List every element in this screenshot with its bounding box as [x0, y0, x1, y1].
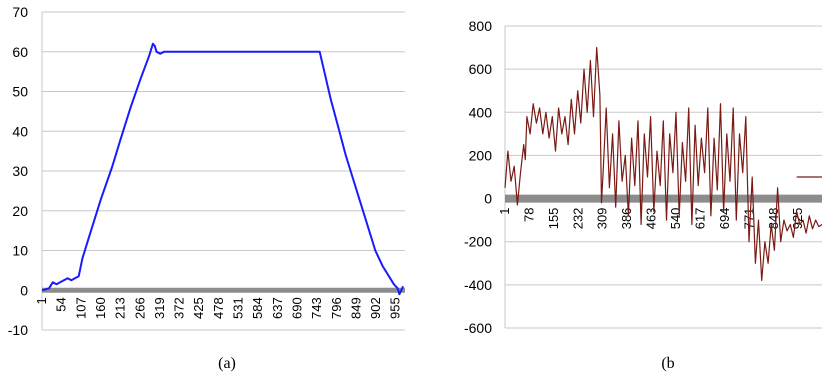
y-tick-label: 400	[469, 104, 493, 120]
x-tick-label: 1	[34, 297, 49, 304]
x-tick-label: 1	[497, 208, 512, 215]
y-tick-label: 30	[12, 163, 28, 179]
x-tick-label: 540	[668, 208, 683, 230]
y-tick-label: 600	[469, 61, 493, 77]
chart-a: -10 0 10 20 30 40 50 60 70 1 54 107 160 213 266 319 372 4…	[8, 4, 405, 372]
y-tick-label: 60	[12, 44, 28, 60]
x-tick-label: 902	[368, 297, 383, 319]
series-line	[41, 42, 405, 296]
x-tick-label: 425	[191, 297, 206, 319]
x-tick-label: 78	[521, 208, 536, 222]
x-tick-label: 848	[766, 208, 781, 230]
x-tick-label: 743	[309, 297, 324, 319]
x-tick-label: 637	[270, 297, 285, 319]
y-tick-label: 200	[469, 147, 493, 163]
x-tick-label: 690	[289, 297, 304, 319]
x-tick-label: 796	[329, 297, 344, 319]
y-tick-label: 0	[484, 191, 492, 207]
x-tick-label: 232	[570, 208, 585, 230]
x-tick-label: 531	[231, 297, 246, 319]
chart-b: -600 -400 -200 0 200 400 600 800 1 78 155 232 309 386…	[464, 18, 823, 372]
y-tick-label: 0	[20, 282, 28, 298]
y-tick-label: 70	[12, 4, 28, 20]
y-tick-label: -200	[464, 234, 492, 250]
y-tick-label: -400	[464, 277, 492, 293]
x-tick-label: 386	[619, 208, 634, 230]
series-line	[504, 46, 823, 282]
y-tick-label: 800	[469, 18, 493, 34]
x-tick-label: 849	[348, 297, 363, 319]
y-tick-label: 20	[12, 203, 28, 219]
x-tick-label: 463	[644, 208, 659, 230]
y-tick-label: -10	[8, 322, 28, 338]
x-tick-label: 309	[595, 208, 610, 230]
x-tick-label: 617	[692, 208, 707, 230]
x-tick-label: 955	[388, 297, 403, 319]
x-tick-label: 584	[250, 297, 265, 319]
x-tick-label: 478	[211, 297, 226, 319]
x-tick-label: 160	[93, 297, 108, 319]
chart-caption: (b	[661, 355, 674, 372]
chart-caption: (a)	[218, 355, 236, 372]
x-tick-label: 694	[717, 208, 732, 230]
x-tick-label: 107	[73, 297, 88, 319]
y-tick-label: 50	[12, 84, 28, 100]
x-tick-label: 155	[546, 208, 561, 230]
y-tick-label: -600	[464, 320, 492, 336]
x-tick-label: 54	[54, 297, 69, 311]
x-tick-label: 213	[113, 297, 128, 319]
y-tick-label: 10	[12, 243, 28, 259]
y-tick-label: 40	[12, 123, 28, 139]
x-tick-label: 266	[132, 297, 147, 319]
x-tick-label: 372	[172, 297, 187, 319]
x-tick-label: 319	[152, 297, 167, 319]
